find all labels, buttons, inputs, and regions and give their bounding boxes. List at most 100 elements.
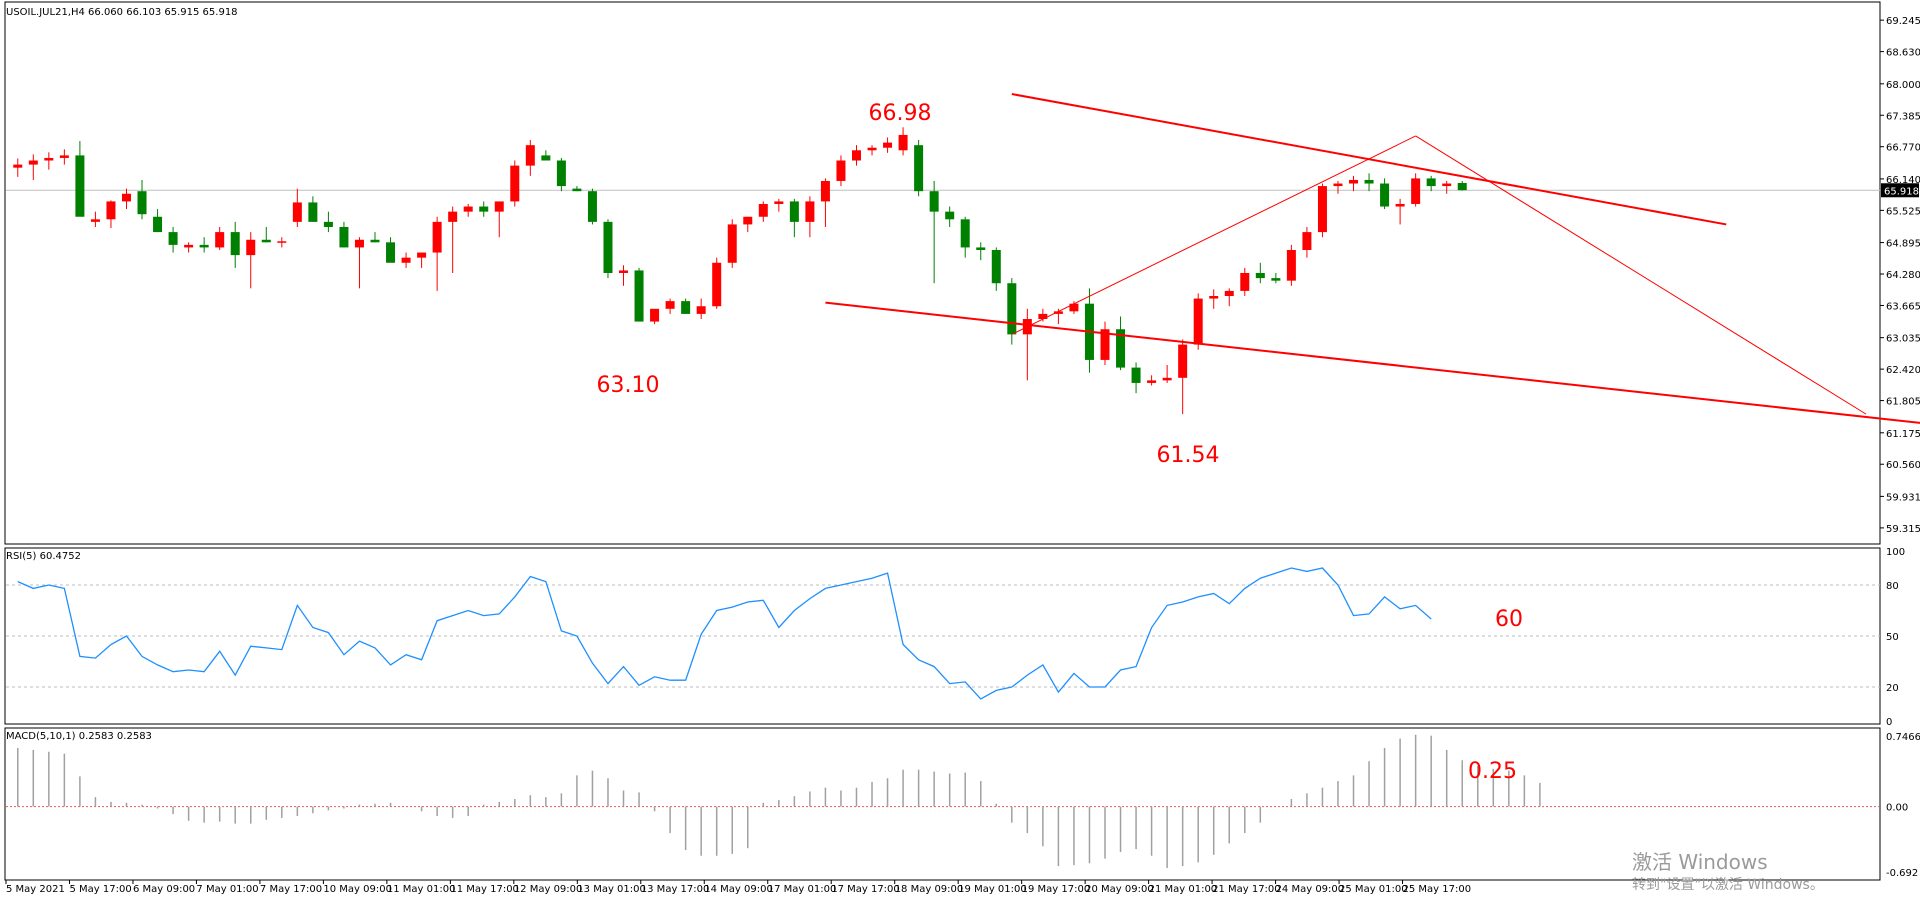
candle-body[interactable] — [727, 224, 737, 263]
channel-line[interactable] — [825, 301, 1920, 450]
price-pane[interactable] — [6, 93, 1920, 450]
candle-body[interactable] — [914, 145, 924, 192]
candle-body[interactable] — [712, 262, 722, 307]
zigzag-line[interactable] — [1415, 135, 1867, 415]
candle-body[interactable] — [1209, 296, 1219, 299]
candle-body[interactable] — [758, 203, 768, 217]
candle-body[interactable] — [370, 239, 380, 243]
candle-body[interactable] — [587, 191, 597, 222]
candle-body[interactable] — [1457, 183, 1467, 191]
candle-body[interactable] — [898, 134, 908, 151]
zigzag-line[interactable] — [1011, 135, 1416, 335]
candle-body[interactable] — [1255, 273, 1265, 279]
candle-body[interactable] — [1147, 380, 1157, 383]
candle-body[interactable] — [432, 221, 442, 253]
candle-body[interactable] — [1271, 278, 1281, 281]
candle-body[interactable] — [1364, 179, 1374, 184]
rsi-pane[interactable] — [6, 567, 1880, 700]
candle-body[interactable] — [1240, 273, 1250, 291]
candle-body[interactable] — [28, 160, 38, 165]
candle-body[interactable] — [510, 165, 520, 202]
candle-body[interactable] — [121, 193, 131, 202]
candle-body[interactable] — [90, 219, 100, 222]
candle-body[interactable] — [1286, 249, 1296, 281]
candle-body[interactable] — [1038, 313, 1048, 320]
candle-body[interactable] — [556, 160, 566, 187]
candle-body[interactable] — [137, 191, 147, 215]
candle-body[interactable] — [354, 239, 364, 248]
candle-body[interactable] — [1442, 183, 1452, 187]
candle-body[interactable] — [1333, 183, 1343, 187]
rsi-line[interactable] — [17, 567, 1432, 700]
candle-body[interactable] — [1193, 298, 1203, 345]
candle-body[interactable] — [572, 188, 582, 192]
candle-body[interactable] — [650, 308, 660, 322]
candle-body[interactable] — [184, 244, 194, 248]
candle-body[interactable] — [277, 241, 287, 243]
candle-body[interactable] — [401, 257, 411, 263]
candle-body[interactable] — [541, 155, 551, 161]
candle-body[interactable] — [246, 239, 256, 256]
candle-body[interactable] — [867, 147, 877, 151]
candle-body[interactable] — [13, 164, 23, 168]
candle-body[interactable] — [1178, 344, 1188, 378]
candle-body[interactable] — [386, 242, 396, 263]
candle-body[interactable] — [960, 219, 970, 248]
candle-body[interactable] — [820, 180, 830, 202]
candle-body[interactable] — [323, 221, 333, 227]
candle-body[interactable] — [805, 201, 815, 222]
candle-body[interactable] — [883, 142, 893, 148]
candle-body[interactable] — [1224, 290, 1234, 297]
candle-body[interactable] — [479, 206, 489, 212]
candle-body[interactable] — [463, 206, 473, 212]
candle-body[interactable] — [696, 306, 706, 314]
candle-body[interactable] — [681, 301, 691, 314]
candle-body[interactable] — [1007, 283, 1017, 335]
candle-body[interactable] — [976, 247, 986, 250]
candle-body[interactable] — [261, 239, 271, 243]
candle-body[interactable] — [417, 252, 427, 258]
candle-body[interactable] — [1411, 178, 1421, 204]
candle-body[interactable] — [308, 202, 318, 222]
candle-body[interactable] — [743, 216, 753, 225]
candle-body[interactable] — [836, 160, 846, 181]
candle-body[interactable] — [634, 270, 644, 322]
candle-body[interactable] — [619, 270, 629, 273]
candle-body[interactable] — [59, 155, 69, 158]
candle-body[interactable] — [1116, 329, 1126, 368]
candle-body[interactable] — [774, 201, 784, 204]
candle-body[interactable] — [789, 201, 799, 222]
candle-body[interactable] — [44, 157, 54, 161]
macd-pane[interactable] — [6, 734, 1880, 869]
candle-body[interactable] — [215, 232, 225, 248]
candle-body[interactable] — [1380, 183, 1390, 207]
candle-body[interactable] — [1317, 186, 1327, 233]
candle-body[interactable] — [168, 232, 178, 245]
candle-body[interactable] — [603, 221, 613, 273]
candle-body[interactable] — [230, 232, 240, 256]
candle-body[interactable] — [1426, 178, 1436, 187]
candle-body[interactable] — [945, 211, 955, 220]
candle-body[interactable] — [199, 244, 209, 248]
candle-body[interactable] — [1349, 179, 1359, 184]
candle-body[interactable] — [106, 201, 116, 220]
candle-body[interactable] — [1162, 377, 1172, 381]
candle-body[interactable] — [1395, 203, 1405, 207]
candle-body[interactable] — [525, 145, 535, 166]
candle-body[interactable] — [339, 226, 349, 248]
candle-body[interactable] — [1069, 303, 1079, 312]
candle-body[interactable] — [75, 155, 85, 217]
candle-body[interactable] — [929, 191, 939, 212]
candle-body[interactable] — [991, 249, 1001, 284]
candle-body[interactable] — [1131, 367, 1141, 383]
candle-body[interactable] — [494, 201, 504, 212]
candle-body[interactable] — [851, 150, 861, 161]
candle-body[interactable] — [292, 202, 302, 222]
candle-body[interactable] — [1053, 311, 1063, 314]
candle-body[interactable] — [448, 211, 458, 222]
candle-body[interactable] — [1100, 329, 1110, 360]
candle-body[interactable] — [153, 216, 163, 233]
candle-body[interactable] — [665, 301, 675, 309]
